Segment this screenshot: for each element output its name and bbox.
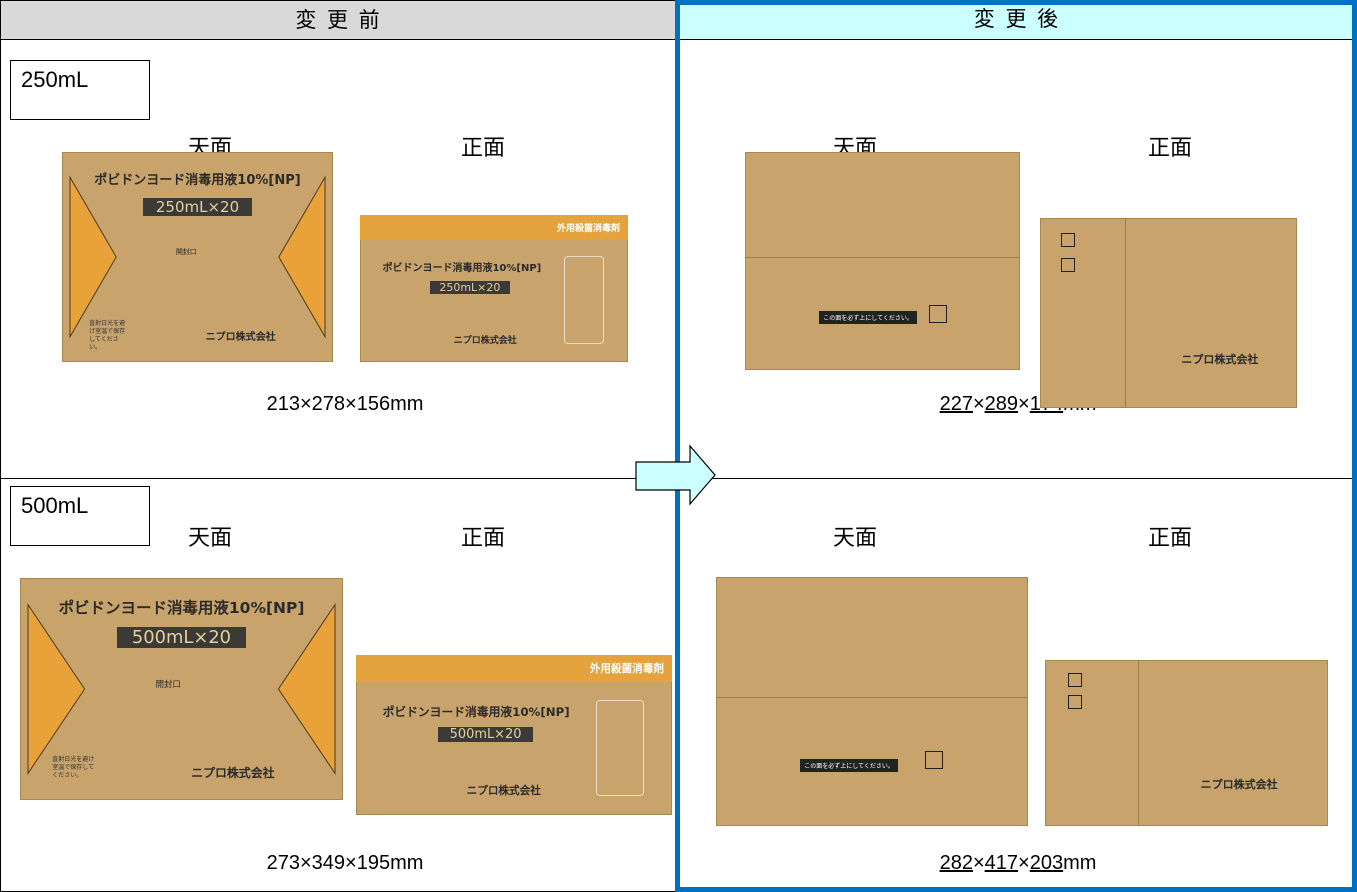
- top-view-photo: ポビドンヨード消毒用液10%[NP] 250mL×20 開封口直射日光を避け室温で保…: [62, 152, 333, 362]
- dimension-times: ×: [972, 852, 985, 874]
- storage: 直射日光を避け室温で保存してください。: [52, 755, 95, 779]
- view-label: 正面: [460, 136, 506, 161]
- category-band: 外用殺菌消毒剤: [356, 655, 672, 683]
- maker: ニプロ株式会社: [191, 766, 275, 781]
- product-name: ポビドンヨード消毒用液10%[NP]: [382, 263, 542, 275]
- header-after: 変 更 後: [677, 0, 1357, 40]
- quantity: 500mL×20: [116, 626, 247, 648]
- view-label: 天面: [832, 526, 878, 551]
- handling-icon: [1060, 257, 1075, 272]
- view-label: 正面: [460, 526, 506, 551]
- maker: ニプロ株式会社: [453, 335, 517, 346]
- product-name: ポビドンヨード消毒用液10%[NP]: [58, 598, 305, 617]
- dimension-number: 203: [1029, 852, 1064, 874]
- fold-line: [1124, 218, 1126, 408]
- notice: この面を必ず上にしてください。: [819, 311, 917, 325]
- fold-line: [745, 256, 1020, 258]
- top-view-photo: ポビドンヨード消毒用液10%[NP] 500mL×20 開封口直射日光を避け室温で保…: [20, 578, 343, 800]
- dimension-times: ×: [1018, 393, 1030, 415]
- bottle: [596, 699, 644, 796]
- view-label: 天面: [187, 526, 233, 551]
- view-label: 正面: [1147, 136, 1193, 161]
- fold-line: [1138, 660, 1140, 826]
- opening: 開封口: [155, 678, 181, 689]
- maker: ニプロ株式会社: [205, 332, 276, 344]
- product-name: ポビドンヨード消毒用液10%[NP]: [94, 172, 301, 188]
- bottle: [563, 256, 604, 345]
- front-view-photo: ニプロ株式会社: [1045, 660, 1328, 826]
- front-view-photo: 外用殺菌消毒剤ポビドンヨード消毒用液10%[NP] 500mL×20 ニプロ株式会社: [356, 655, 672, 815]
- front-view-photo: ニプロ株式会社: [1040, 218, 1297, 408]
- volume-label: 500mL: [10, 486, 150, 546]
- handling-icon: [929, 304, 948, 323]
- header-before: 変 更 前: [1, 1, 676, 40]
- dimension-number: 289: [984, 393, 1019, 415]
- opening: 開封口: [175, 247, 197, 256]
- view-label: 正面: [1147, 526, 1193, 551]
- dimension-number: 417: [984, 852, 1019, 874]
- front-view-photo: 外用殺菌消毒剤ポビドンヨード消毒用液10%[NP] 250mL×20 ニプロ株式会社: [360, 215, 628, 362]
- dimension-times: ×: [1018, 852, 1030, 874]
- handling-icon: [925, 751, 944, 770]
- maker: ニプロ株式会社: [1200, 778, 1278, 792]
- notice: この面を必ず上にしてください。: [800, 758, 898, 772]
- maker: ニプロ株式会社: [1181, 353, 1259, 366]
- handling-icon: [1067, 673, 1082, 688]
- volume-label: 250mL: [10, 60, 150, 120]
- side-triangles: [69, 175, 326, 339]
- maker: ニプロ株式会社: [466, 784, 541, 797]
- top-view-photo: この面を必ず上にしてください。: [716, 577, 1028, 826]
- quantity: 250mL×20: [429, 281, 511, 295]
- storage: 直射日光を避け室温で保存してください。: [89, 320, 126, 351]
- category-band: 外用殺菌消毒剤: [360, 215, 628, 240]
- dimensions: 282×417×203mm: [940, 852, 1097, 875]
- dimension-times: ×: [972, 393, 985, 415]
- side-triangles: [27, 602, 336, 776]
- handling-icon: [1060, 233, 1075, 248]
- dimension-number: 282: [939, 852, 973, 874]
- quantity: 500mL×20: [438, 727, 533, 742]
- dimensions: 213×278×156mm: [266, 393, 424, 415]
- fold-line: [716, 696, 1028, 698]
- product-name: ポビドンヨード消毒用液10%[NP]: [382, 705, 570, 719]
- dimensions: 273×349×195mm: [266, 852, 424, 874]
- quantity: 250mL×20: [143, 198, 252, 217]
- dimension-unit: mm: [1063, 852, 1097, 874]
- dimension-number: 227: [939, 393, 973, 415]
- handling-icon: [1067, 694, 1082, 709]
- top-view-photo: この面を必ず上にしてください。: [745, 152, 1020, 370]
